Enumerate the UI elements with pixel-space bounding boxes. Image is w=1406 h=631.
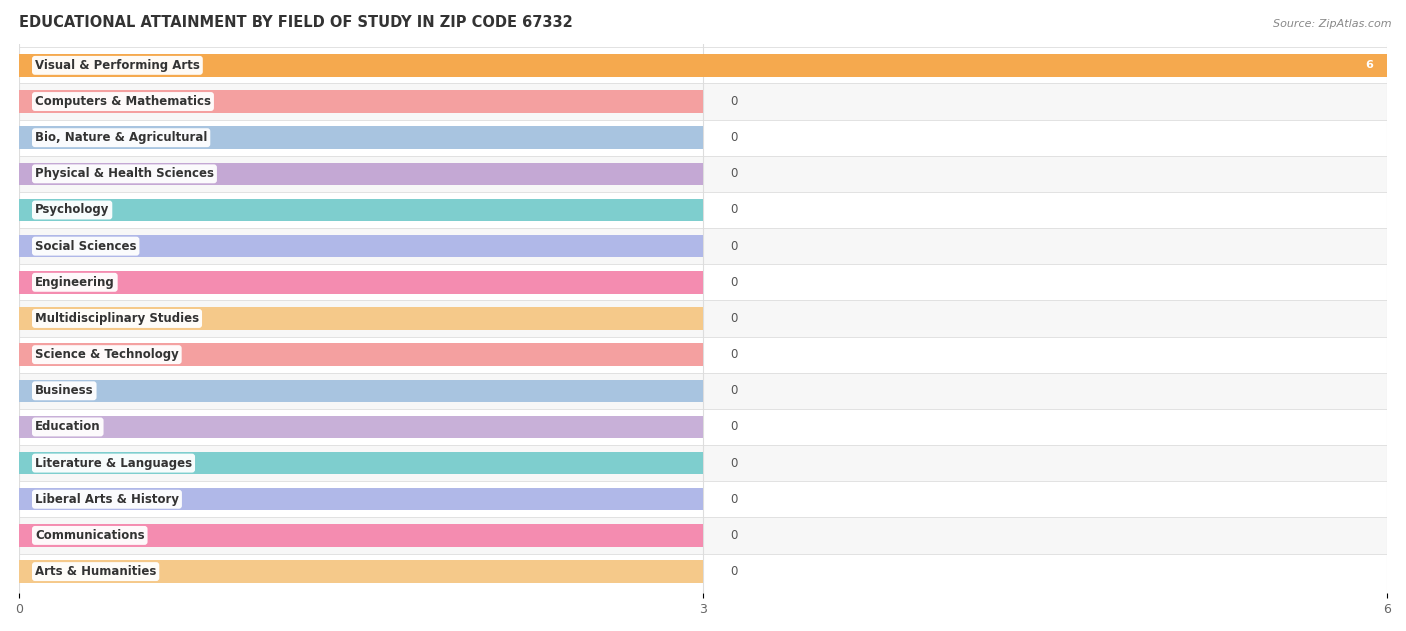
Bar (20, 228, 1388, 264)
Text: 0: 0 (730, 420, 738, 433)
Text: Business: Business (35, 384, 94, 398)
Text: Visual & Performing Arts: Visual & Performing Arts (35, 59, 200, 72)
Text: 0: 0 (730, 348, 738, 361)
Bar (20, 524, 703, 546)
Text: 0: 0 (730, 167, 738, 180)
Bar (20, 380, 703, 402)
Bar (20, 235, 703, 257)
Bar (20, 553, 1388, 589)
Text: 0: 0 (730, 493, 738, 506)
Bar (20, 409, 1388, 445)
Text: 0: 0 (730, 276, 738, 289)
Text: 0: 0 (730, 457, 738, 469)
Bar (20, 199, 703, 221)
Text: Literature & Languages: Literature & Languages (35, 457, 193, 469)
Bar (20, 83, 1388, 120)
Text: Physical & Health Sciences: Physical & Health Sciences (35, 167, 214, 180)
Text: 0: 0 (730, 240, 738, 252)
Text: Computers & Mathematics: Computers & Mathematics (35, 95, 211, 108)
Bar (20, 373, 1388, 409)
Text: Social Sciences: Social Sciences (35, 240, 136, 252)
Text: Science & Technology: Science & Technology (35, 348, 179, 361)
Text: Multidisciplinary Studies: Multidisciplinary Studies (35, 312, 200, 325)
Bar (20, 336, 1388, 373)
Bar (20, 163, 703, 185)
Bar (20, 300, 1388, 336)
Bar (20, 560, 703, 583)
Text: 0: 0 (730, 203, 738, 216)
Bar (20, 271, 703, 293)
Bar (20, 47, 1388, 83)
Bar (20, 264, 1388, 300)
Text: Psychology: Psychology (35, 203, 110, 216)
Bar (20, 90, 703, 113)
Bar (20, 517, 1388, 553)
Text: Source: ZipAtlas.com: Source: ZipAtlas.com (1274, 19, 1392, 29)
Text: Communications: Communications (35, 529, 145, 542)
Text: 0: 0 (730, 384, 738, 398)
Bar (20, 54, 1388, 76)
Bar (20, 192, 1388, 228)
Bar (20, 445, 1388, 481)
Text: Liberal Arts & History: Liberal Arts & History (35, 493, 179, 506)
Text: 0: 0 (730, 529, 738, 542)
Bar (20, 343, 703, 366)
Bar (20, 156, 1388, 192)
Text: Engineering: Engineering (35, 276, 115, 289)
Bar (20, 120, 1388, 156)
Text: Education: Education (35, 420, 101, 433)
Bar (20, 416, 703, 438)
Text: EDUCATIONAL ATTAINMENT BY FIELD OF STUDY IN ZIP CODE 67332: EDUCATIONAL ATTAINMENT BY FIELD OF STUDY… (20, 15, 572, 30)
Text: 6: 6 (1365, 61, 1374, 71)
Bar (20, 452, 703, 475)
Text: 0: 0 (730, 131, 738, 144)
Text: 0: 0 (730, 312, 738, 325)
Text: Bio, Nature & Agricultural: Bio, Nature & Agricultural (35, 131, 207, 144)
Bar (20, 307, 703, 329)
Text: 0: 0 (730, 565, 738, 578)
Text: 0: 0 (730, 95, 738, 108)
Bar (20, 481, 1388, 517)
Bar (20, 126, 703, 149)
Text: Arts & Humanities: Arts & Humanities (35, 565, 156, 578)
Bar (20, 488, 703, 510)
